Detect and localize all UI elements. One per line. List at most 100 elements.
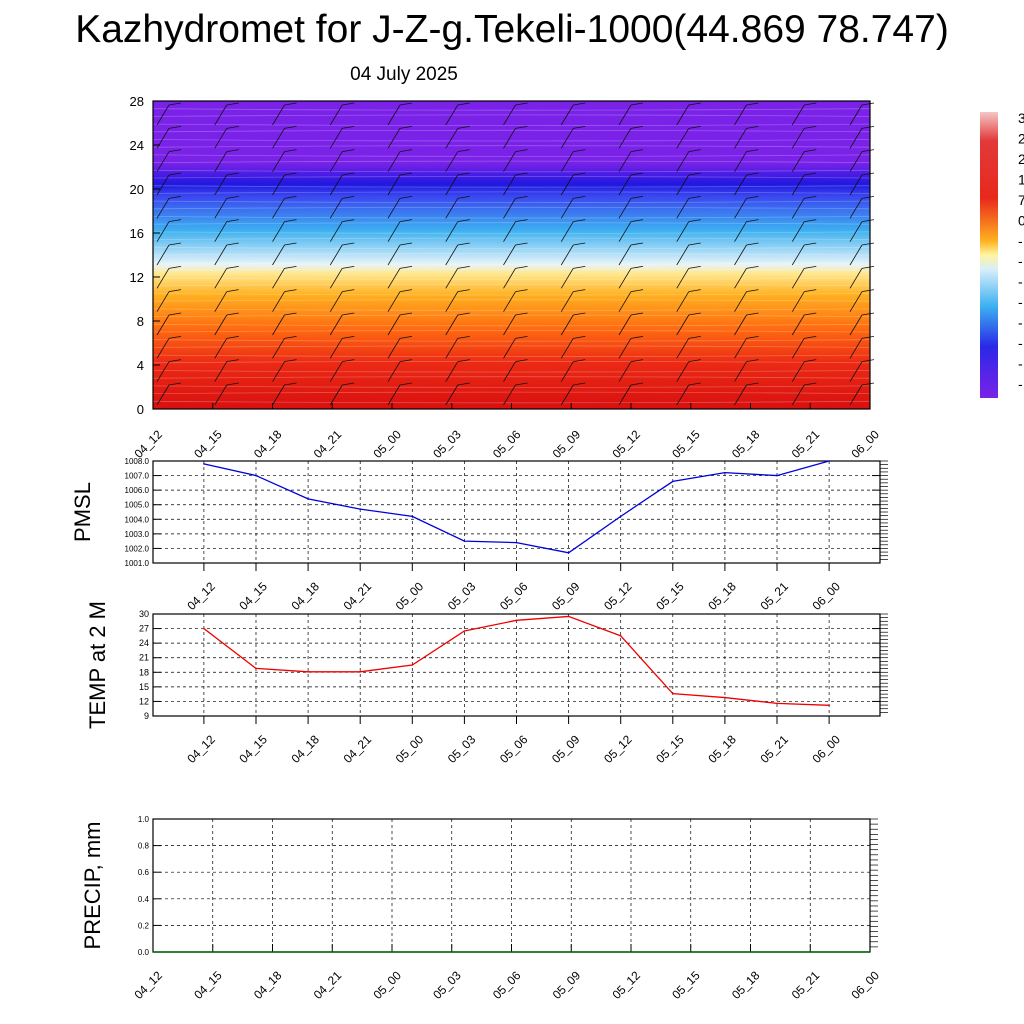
wind-barb-flag xyxy=(342,195,355,199)
colorbar-label: - xyxy=(1018,233,1023,249)
wind-barb xyxy=(676,291,690,312)
wind-barb xyxy=(214,361,228,382)
wind-barb-flag xyxy=(342,265,355,269)
wind-barb-flag xyxy=(515,289,528,293)
wind-barb xyxy=(849,338,863,359)
x-tick-label: 05_12 xyxy=(609,968,643,1002)
wind-barb xyxy=(329,361,343,382)
x-tick-label: 04_18 xyxy=(251,968,285,1002)
wind-barb-flag xyxy=(168,102,182,106)
wind-barb xyxy=(329,338,343,359)
wind-barb xyxy=(560,198,574,219)
wind-barb xyxy=(560,244,574,266)
x-tick-label: 05_00 xyxy=(393,732,427,766)
wind-barb-flag xyxy=(226,172,239,176)
wind-barb xyxy=(618,244,632,266)
wind-barb-flag xyxy=(630,335,644,339)
x-tick-label: 05_06 xyxy=(497,579,531,613)
contour-line xyxy=(152,237,871,240)
contour-line xyxy=(152,169,871,173)
wind-barb xyxy=(560,128,574,149)
wind-barb-flag xyxy=(746,195,759,199)
wind-barb xyxy=(676,314,690,336)
y-tick-label: 16 xyxy=(130,226,144,241)
wind-barb-flag xyxy=(399,102,413,106)
wind-barb xyxy=(849,244,863,266)
wind-barb xyxy=(849,291,863,312)
wind-barb xyxy=(214,221,228,242)
colorbar-label: 3 xyxy=(1018,110,1024,126)
wind-barb-flag xyxy=(284,219,297,223)
wind-barb-flag xyxy=(457,359,470,363)
x-tick-label: 04_15 xyxy=(236,579,270,613)
data-point xyxy=(411,664,414,666)
y-tick-label: 1008.0 xyxy=(125,457,150,466)
wind-barb xyxy=(156,151,170,172)
wind-barb-flag xyxy=(226,359,239,363)
wind-barb-flag xyxy=(573,149,586,153)
y-tick-label: 0.0 xyxy=(138,948,150,957)
wind-barb xyxy=(618,268,632,289)
data-point xyxy=(776,702,778,705)
wind-barb xyxy=(445,291,459,312)
contour-line xyxy=(152,123,871,126)
wind-barb xyxy=(272,174,285,196)
contour-line xyxy=(152,283,871,287)
wind-barb xyxy=(618,384,632,406)
wind-barb-flag xyxy=(168,219,182,223)
wind-barb xyxy=(618,128,632,149)
wind-barb xyxy=(791,174,805,196)
wind-barb xyxy=(791,338,805,359)
wind-barb-flag xyxy=(342,172,355,176)
wind-barb xyxy=(503,221,516,242)
wind-barb-flag xyxy=(399,149,413,153)
wind-barb xyxy=(272,361,285,382)
wind-barb xyxy=(329,314,343,336)
y-tick-label: 24 xyxy=(139,638,149,648)
wind-barb-flag xyxy=(573,219,586,223)
data-point xyxy=(828,460,830,462)
wind-barb-flag xyxy=(573,312,586,316)
x-tick-label: 04_15 xyxy=(236,732,270,766)
wind-barb-flag xyxy=(457,382,470,386)
wind-barb-flag xyxy=(515,359,528,363)
wind-barb-flag xyxy=(746,102,759,106)
x-tick-label: 05_06 xyxy=(490,968,524,1002)
wind-barb-flag xyxy=(746,265,759,269)
contour-line xyxy=(152,360,871,364)
wind-barb xyxy=(329,174,343,196)
wind-barb xyxy=(560,338,574,359)
contour-line xyxy=(152,323,871,327)
wind-barb xyxy=(560,221,574,242)
wind-barb-flag xyxy=(746,335,759,339)
y-tick-label: 27 xyxy=(139,624,149,634)
wind-barb-flag xyxy=(630,312,644,316)
wind-barb xyxy=(676,198,690,219)
y-axis-label: PRECIP, mm xyxy=(80,822,105,950)
series-line xyxy=(203,615,830,706)
wind-barb xyxy=(849,151,863,172)
data-point xyxy=(776,474,778,477)
wind-barb xyxy=(387,268,401,289)
contour-line xyxy=(152,222,871,225)
x-tick-label: 04_15 xyxy=(191,427,225,461)
colorbar-label: 0 xyxy=(1018,212,1024,228)
wind-barb-flag xyxy=(573,335,586,339)
wind-barb xyxy=(329,268,343,289)
wind-barb-flag xyxy=(515,102,528,106)
wind-barb xyxy=(734,384,747,406)
wind-barb xyxy=(734,291,747,312)
wind-barb-flag xyxy=(630,172,644,176)
contour-line xyxy=(152,400,871,404)
wind-barb xyxy=(272,291,285,312)
pmsl-panel: 1001.0 1002.0 1003.0 1004.0 1005.0 1006.0 1007… xyxy=(70,457,888,613)
contour-line xyxy=(152,345,871,348)
wind-barb xyxy=(849,384,863,406)
wind-barb xyxy=(272,128,285,149)
contour-line xyxy=(152,139,871,142)
wind-barb xyxy=(156,104,170,126)
contour-line xyxy=(152,262,871,265)
heatmap-panel: 0 4 8 12 16 20 24 28 04_12 04_15 04_18 04_21 05_00 05… xyxy=(130,94,883,461)
wind-barb-flag xyxy=(284,195,297,199)
